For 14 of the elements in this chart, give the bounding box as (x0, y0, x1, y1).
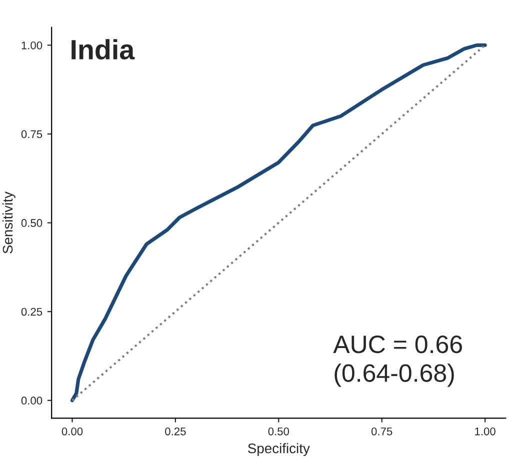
x-axis-title: Specificity (248, 443, 310, 456)
y-axis-title: Sensitivity (2, 192, 16, 254)
x-tick-label: 0.75 (371, 427, 392, 436)
x-tick-label: 0.25 (165, 427, 186, 436)
x-tick-label: 1.00 (475, 427, 496, 436)
y-tick-label: 0.25 (21, 308, 42, 316)
y-tick-label: 0.75 (21, 130, 42, 138)
x-tick-label: 0.00 (62, 427, 83, 436)
x-tick-label: 0.50 (268, 427, 290, 436)
chart-title: India (72, 39, 135, 60)
annotation: AUC = 0.66 (0.64-0.68) (333, 336, 462, 387)
y-tick-label: 0.50 (21, 219, 42, 227)
y-tick-label: 0.00 (21, 396, 42, 405)
y-tick-label: 1.00 (22, 41, 42, 50)
